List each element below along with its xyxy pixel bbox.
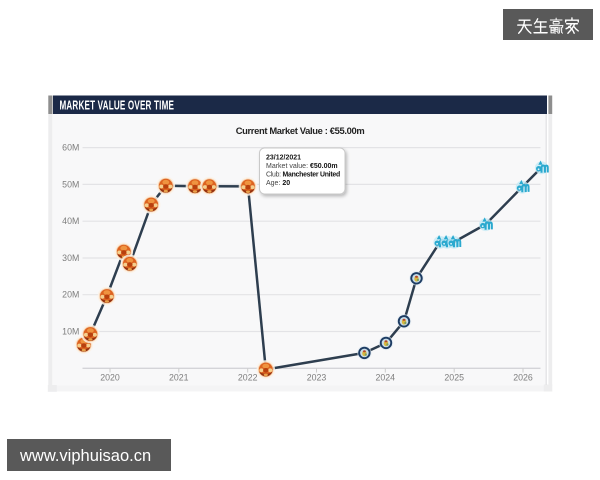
svg-text:20M: 20M (62, 290, 79, 300)
svg-text:www.viphuisao.cn: www.viphuisao.cn (19, 447, 151, 465)
svg-text:Current Market Value : €55.00m: Current Market Value : €55.00m (236, 125, 365, 136)
svg-text:40M: 40M (62, 216, 79, 226)
svg-text:60M: 60M (62, 143, 79, 153)
svg-text:Club: Manchester United: Club: Manchester United (266, 171, 340, 178)
svg-text:2024: 2024 (376, 373, 396, 383)
svg-text:30M: 30M (62, 253, 79, 263)
svg-text:2020: 2020 (100, 373, 120, 383)
svg-text:Market value: €50.00m: Market value: €50.00m (266, 163, 338, 170)
svg-text:2023: 2023 (307, 373, 327, 383)
svg-text:2025: 2025 (444, 373, 464, 383)
svg-text:2021: 2021 (169, 373, 189, 383)
svg-text:Age: 20: Age: 20 (266, 180, 290, 187)
svg-text:MARKET VALUE OVER TIME: MARKET VALUE OVER TIME (59, 99, 174, 113)
svg-text:23/12/2021: 23/12/2021 (266, 155, 301, 162)
svg-text:2026: 2026 (513, 373, 533, 383)
svg-text:50M: 50M (62, 179, 79, 189)
svg-text:2022: 2022 (238, 373, 258, 383)
svg-text:10M: 10M (62, 326, 79, 336)
